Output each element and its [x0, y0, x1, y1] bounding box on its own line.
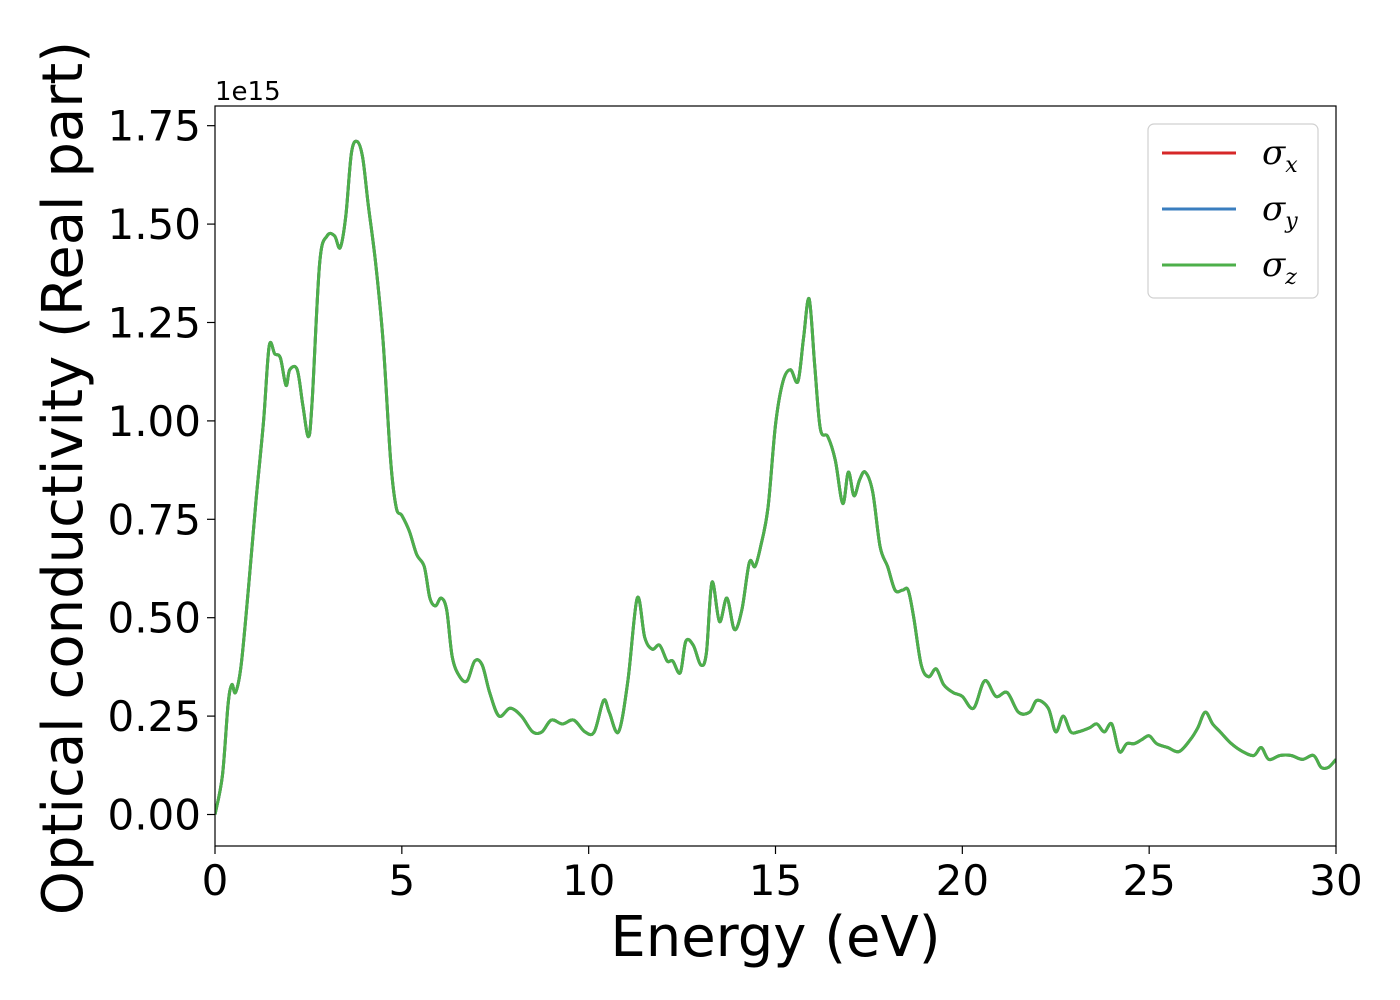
x-tick-label: 30: [1309, 856, 1362, 905]
y-axis: 0.00 0.25 0.50 0.75 1.00 1.25 1.50 1.75: [107, 102, 215, 840]
y-tick-label: 0.25: [107, 692, 201, 741]
x-tick-label: 25: [1122, 856, 1175, 905]
series-line-z: [215, 139, 1336, 815]
x-tick-label: 10: [562, 856, 615, 905]
y-tick-label: 0.75: [107, 495, 201, 544]
x-tick-label: 5: [388, 856, 415, 905]
y-tick-label: 0.50: [107, 594, 201, 643]
x-tick-label: 15: [749, 856, 802, 905]
y-tick-label: 1.50: [107, 200, 201, 249]
series-layer: [215, 139, 1336, 815]
y-tick-label: 0.00: [107, 791, 201, 840]
x-tick-label: 20: [936, 856, 989, 905]
y-tick-label: 1.25: [107, 298, 201, 347]
x-axis-title: Energy (eV): [610, 905, 940, 970]
legend-box: [1147, 123, 1319, 299]
x-axis: 0 5 10 15 20 25 30: [202, 846, 1363, 905]
y-tick-label: 1.75: [107, 102, 201, 151]
y-tick-label: 1.00: [107, 397, 201, 446]
y-axis-title: Optical conductivity (Real part): [31, 41, 96, 915]
x-tick-label: 0: [202, 856, 229, 905]
y-axis-offset-text: 1e15: [215, 77, 281, 107]
